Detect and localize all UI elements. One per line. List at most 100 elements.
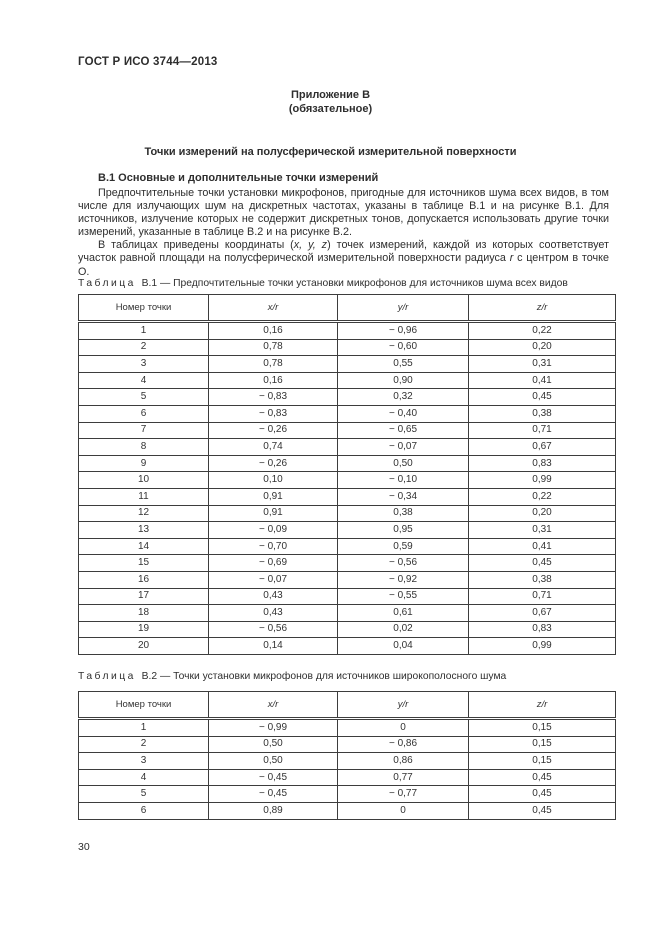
table-cell: 0,89 [208,801,338,820]
paragraph-1: Предпочтительные точки установки микрофо… [78,187,609,239]
table-cell: − 0,99 [208,718,338,737]
column-header-z-r: z/r [468,294,616,323]
table-cell: 0,43 [208,587,338,606]
table-cell: 0,71 [468,587,616,606]
table-row: 1− 0,99 0 0,15 [78,718,616,737]
table-cell: 0,38 [468,404,616,423]
table-row: 6 0,89 0 0,45 [78,801,616,820]
table-cell: 17 [78,587,209,606]
column-header-point-number: Номер точки [78,691,209,720]
table-cell: 0,67 [468,604,616,622]
table-cell: 0,50 [208,752,338,770]
table-cell: − 0,26 [208,454,338,473]
table-cell: 0,43 [208,604,338,622]
table-cell: 0,91 [208,487,338,506]
table-cell: 0,15 [468,752,616,770]
table-cell: 15 [78,554,209,572]
paragraph-2-text-c: ) точек измерений, каждой из которых соо… [78,239,609,265]
table-cell: − 0,83 [208,388,338,406]
table-row: 16− 0,07− 0,92 0,38 [78,570,616,589]
table-cell: 0,83 [468,620,616,639]
table-cell: − 0,55 [337,587,469,606]
table-cell: 5 [78,785,209,803]
table-row: 2 0,78− 0,60 0,20 [78,338,616,357]
table-b1: Номер точки x/r y/r z/r 1 0,16− 0,96 0,22 2… [78,294,616,655]
column-header-y-r: y/r [337,691,469,720]
paragraph-2-text-a: В таблицах приведены координаты ( [98,239,294,252]
table-cell: 0,78 [208,338,338,357]
table-row: 14− 0,70 0,59 0,41 [78,537,616,556]
table-cell: − 0,10 [337,471,469,489]
table-cell: 12 [78,504,209,523]
table-cell: − 0,09 [208,521,338,539]
table-cell: 6 [78,801,209,820]
body-text: Предпочтительные точки установки микрофо… [78,187,609,279]
coordinate-variables: x, y, z [293,239,328,252]
table-cell: 0,83 [468,454,616,473]
table-row: 1 0,16− 0,96 0,22 [78,321,616,340]
table-row: 8 0,74− 0,07 0,67 [78,438,616,456]
table-row: 18 0,43 0,61 0,67 [78,604,616,622]
table-cell: 0,50 [208,735,338,754]
table-cell: − 0,45 [208,768,338,787]
table-row: 7− 0,26− 0,65 0,71 [78,421,616,440]
appendix-title: Приложение В (обязательное) [0,88,661,116]
table-cell: 0,95 [337,521,469,539]
table-header-row: Номер точки x/r y/r z/r [78,691,616,720]
table-cell: 0,31 [468,355,616,373]
table-cell: − 0,07 [337,438,469,456]
table-cell: 0,45 [468,801,616,820]
table-header-row: Номер точки x/r y/r z/r [78,294,616,323]
table-cell: − 0,56 [337,554,469,572]
table-row: 13− 0,09 0,95 0,31 [78,521,616,539]
table-b2-caption-number: В.2 [141,671,158,682]
table-cell: 0,22 [468,487,616,506]
table-cell: 8 [78,438,209,456]
table-cell: 0,50 [337,454,469,473]
table-cell: 0,67 [468,438,616,456]
page-number: 30 [78,841,90,853]
table-row: 11 0,91− 0,34 0,22 [78,487,616,506]
table-cell: − 0,86 [337,735,469,754]
table-cell: 0,45 [468,768,616,787]
column-header-x-r: x/r [208,691,338,720]
table-row: 20 0,14 0,04 0,99 [78,637,616,655]
table-row: 6− 0,83− 0,40 0,38 [78,404,616,423]
table-b1-caption: Таблица В.1 — Предпочтительные точки уст… [78,278,568,289]
table-b2: Номер точки x/r y/r z/r 1− 0,99 0 0,15 2 0,5… [78,691,616,820]
table-cell: 0 [337,801,469,820]
paragraph-2-text-e: с центром в точке О. [78,252,609,278]
table-row: 4 0,16 0,90 0,41 [78,371,616,390]
table-cell: 0,45 [468,554,616,572]
table-cell: 0,45 [468,388,616,406]
table-cell: 0,22 [468,321,616,340]
table-cell: 1 [78,718,209,737]
table-cell: 0,78 [208,355,338,373]
table-cell: 4 [78,371,209,390]
table-cell: 1 [78,321,209,340]
table-row: 10 0,10− 0,10 0,99 [78,471,616,489]
table-cell: 14 [78,537,209,556]
table-cell: 0,99 [468,471,616,489]
table-b1-caption-number: В.1 [141,278,158,289]
table-cell: 10 [78,471,209,489]
table-cell: − 0,45 [208,785,338,803]
table-cell: − 0,60 [337,338,469,357]
table-cell: 2 [78,338,209,357]
table-cell: 0,99 [468,637,616,655]
page-title: Точки измерений на полусферической измер… [144,146,517,158]
table-cell: 0,59 [337,537,469,556]
table-cell: − 0,65 [337,421,469,440]
section-heading: В.1 Основные и дополнительные точки изме… [98,172,379,184]
table-cell: − 0,96 [337,321,469,340]
table-cell: 0,74 [208,438,338,456]
table-b2-caption-text: — Точки установки микрофонов для источни… [159,671,507,682]
table-cell: − 0,70 [208,537,338,556]
table-cell: 0,91 [208,504,338,523]
table-row: 3 0,50 0,86 0,15 [78,752,616,770]
table-cell: 0,31 [468,521,616,539]
table-cell: 18 [78,604,209,622]
table-cell: 0,02 [337,620,469,639]
table-cell: 0,15 [468,718,616,737]
table-b2-header: Номер точки x/r y/r z/r [78,691,616,720]
